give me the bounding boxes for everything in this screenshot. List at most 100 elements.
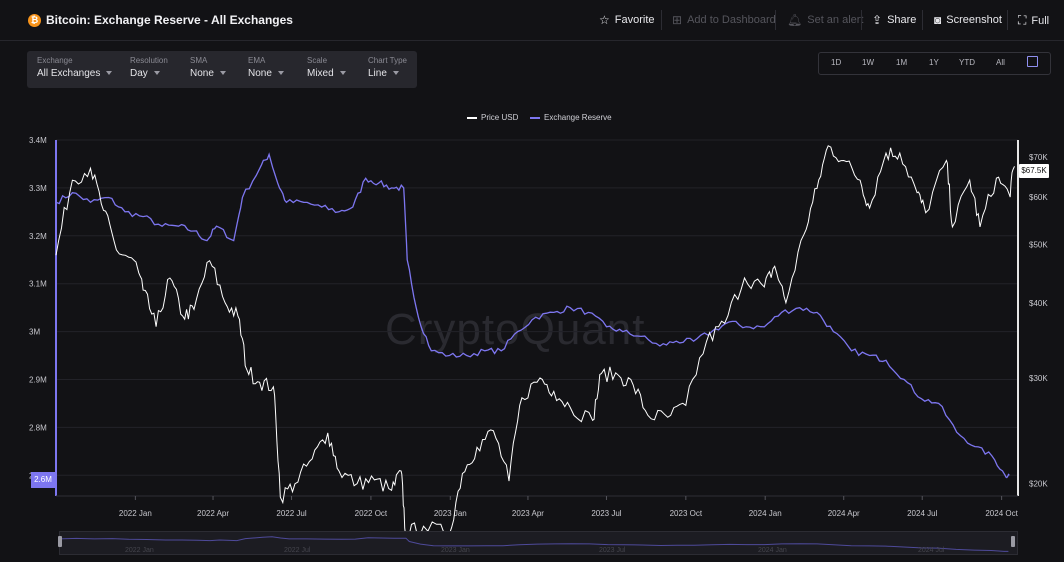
- set-alert-button[interactable]: 🔔︎ Set an alert: [787, 13, 864, 27]
- navigator-label: 2022 Jan: [125, 547, 154, 554]
- y2-tick-label: $30K: [1029, 374, 1048, 383]
- legend-swatch-reserve: [530, 116, 540, 119]
- reserve-last-value-label: 2.6M: [31, 472, 55, 488]
- y-tick-label: 3.2M: [29, 232, 47, 241]
- navigator-preview: [60, 536, 1009, 552]
- camera-icon: ◙: [934, 13, 942, 27]
- share-icon: ⇪: [872, 13, 883, 27]
- y2-tick-label: $40K: [1029, 299, 1048, 308]
- calendar-icon[interactable]: [1027, 56, 1038, 67]
- navigator-label: 2024 Jul: [918, 547, 945, 554]
- expand-icon: ⛶: [1018, 13, 1027, 27]
- x-tick-label: 2023 Oct: [670, 509, 703, 518]
- scale-select-value: Mixed: [307, 68, 334, 79]
- legend-label-price: Price USD: [481, 113, 519, 122]
- price-last-value-label: $67.5K: [1019, 164, 1049, 178]
- exchange-select[interactable]: Exchange All Exchanges: [37, 56, 113, 79]
- range-1d-button[interactable]: 1D: [831, 58, 842, 67]
- ema-select-label: EMA: [248, 56, 266, 65]
- chart-type-select-value: Line: [368, 68, 387, 79]
- navigator-left-handle[interactable]: [58, 536, 62, 547]
- top-bar: ₿ Bitcoin: Exchange Reserve - All Exchan…: [0, 0, 1064, 41]
- y2-tick-label: $60K: [1029, 193, 1048, 202]
- ema-select-value: None: [248, 68, 272, 79]
- share-button[interactable]: ⇪ Share: [872, 13, 916, 27]
- navigator-label: 2024 Jan: [758, 547, 787, 554]
- legend-swatch-price: [467, 116, 477, 119]
- sma-select-label: SMA: [190, 56, 208, 65]
- legend-label-reserve: Exchange Reserve: [544, 113, 612, 122]
- fullscreen-button[interactable]: ⛶ Full: [1018, 13, 1049, 28]
- navigator-series-line: [60, 536, 1009, 552]
- series-line-price-usd[interactable]: [55, 145, 1015, 540]
- x-tick-label: 2024 Jan: [749, 509, 782, 518]
- range-1y-button[interactable]: 1Y: [929, 58, 939, 67]
- x-tick-label: 2022 Jul: [276, 509, 306, 518]
- star-icon: ☆: [599, 13, 610, 27]
- range-navigator[interactable]: [59, 531, 1018, 555]
- resolution-select-label: Resolution: [130, 56, 168, 65]
- y2-tick-label: $50K: [1029, 241, 1048, 250]
- favorite-label: Favorite: [614, 14, 655, 26]
- screenshot-label: Screenshot: [946, 14, 1002, 26]
- scale-select[interactable]: Scale Mixed: [307, 56, 346, 79]
- legend-item-price[interactable]: Price USD: [467, 113, 518, 122]
- range-all-button[interactable]: All: [996, 58, 1005, 67]
- range-1m-button[interactable]: 1M: [896, 58, 908, 67]
- chevron-down-icon: [277, 71, 284, 76]
- favorite-button[interactable]: ☆ Favorite: [599, 13, 655, 27]
- x-tick-label: 2022 Apr: [197, 509, 229, 518]
- divider: [861, 10, 862, 30]
- chevron-down-icon: [339, 71, 346, 76]
- chart-controls: Exchange All Exchanges Resolution Day SM…: [27, 51, 417, 88]
- resolution-select[interactable]: Resolution Day: [130, 56, 168, 79]
- navigator-label: 2023 Jan: [441, 547, 470, 554]
- y2-tick-label: $70K: [1029, 153, 1048, 162]
- divider: [775, 10, 776, 30]
- add-to-dashboard-button[interactable]: ⊞ Add to Dashboard: [672, 13, 776, 27]
- range-1w-button[interactable]: 1W: [862, 58, 874, 67]
- chart-type-select[interactable]: Chart Type Line: [368, 56, 407, 79]
- range-ytd-button[interactable]: YTD: [959, 58, 975, 67]
- navigator-label: 2023 Jul: [599, 547, 626, 554]
- y-tick-label: 3.1M: [29, 280, 47, 289]
- x-tick-label: 2023 Jan: [434, 509, 467, 518]
- y-tick-label: 3.3M: [29, 184, 47, 193]
- share-label: Share: [887, 14, 917, 26]
- exchange-select-label: Exchange: [37, 56, 73, 65]
- navigator-right-handle[interactable]: [1011, 536, 1015, 547]
- legend-item-reserve[interactable]: Exchange Reserve: [530, 113, 612, 122]
- sma-select-value: None: [190, 68, 214, 79]
- set-alert-label: Set an alert: [807, 14, 864, 26]
- x-tick-label: 2023 Jul: [591, 509, 621, 518]
- bell-icon: 🔔︎: [787, 13, 803, 27]
- ema-select[interactable]: EMA None: [248, 56, 284, 79]
- chevron-down-icon: [219, 71, 226, 76]
- exchange-select-value: All Exchanges: [37, 68, 101, 79]
- bitcoin-icon: ₿: [28, 14, 41, 27]
- x-tick-label: 2024 Oct: [985, 509, 1018, 518]
- x-tick-label: 2022 Oct: [355, 509, 388, 518]
- y-tick-label: 2.8M: [29, 423, 47, 432]
- screenshot-button[interactable]: ◙ Screenshot: [934, 13, 1002, 27]
- divider: [1007, 10, 1008, 30]
- series-line-exchange-reserve[interactable]: [55, 152, 1010, 479]
- chart-type-select-label: Chart Type: [368, 56, 407, 65]
- page-title: Bitcoin: Exchange Reserve - All Exchange…: [46, 13, 293, 27]
- chevron-down-icon: [153, 71, 160, 76]
- dashboard-icon: ⊞: [672, 13, 683, 27]
- y-tick-label: 3.4M: [29, 136, 47, 145]
- chevron-down-icon: [392, 71, 399, 76]
- x-tick-label: 2024 Apr: [828, 509, 860, 518]
- y-tick-label: 2.9M: [29, 376, 47, 385]
- sma-select[interactable]: SMA None: [190, 56, 226, 79]
- full-label: Full: [1031, 14, 1050, 27]
- y2-tick-label: $20K: [1029, 480, 1048, 489]
- x-tick-label: 2022 Jan: [119, 509, 152, 518]
- chevron-down-icon: [106, 71, 113, 76]
- divider: [661, 10, 662, 30]
- x-tick-label: 2024 Jul: [907, 509, 937, 518]
- y-tick-label: 3M: [29, 328, 40, 337]
- x-tick-label: 2023 Apr: [512, 509, 544, 518]
